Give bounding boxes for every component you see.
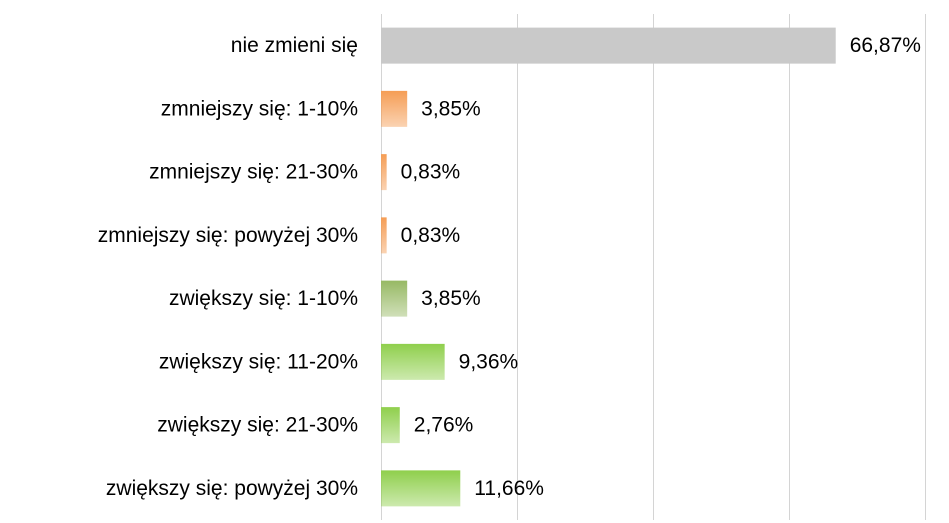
value-label: 9,36%	[459, 350, 519, 373]
category-label: zwiększy się: 1-10%	[169, 287, 358, 310]
value-label: 11,66%	[474, 477, 544, 500]
category-label: zwiększy się: 21-30%	[157, 414, 358, 437]
bar	[381, 343, 445, 380]
bar	[381, 154, 387, 191]
category-label: zmniejszy się: 1-10%	[161, 97, 358, 120]
bar	[381, 407, 400, 444]
category-label: zwiększy się: powyżej 30%	[106, 477, 358, 500]
value-label: 66,87%	[850, 34, 921, 57]
value-label: 0,83%	[401, 161, 461, 184]
value-label: 0,83%	[401, 224, 461, 247]
value-label: 3,85%	[421, 287, 481, 310]
bar	[381, 27, 836, 64]
value-label: 3,85%	[421, 97, 481, 120]
value-label: 2,76%	[414, 414, 474, 437]
bar	[381, 217, 387, 254]
category-label: zmniejszy się: powyżej 30%	[98, 224, 358, 247]
category-label: nie zmieni się	[231, 34, 358, 57]
bar	[381, 90, 408, 127]
category-label: zwiększy się: 11-20%	[159, 350, 358, 373]
bar	[381, 470, 461, 507]
bar	[381, 280, 408, 317]
category-label: zmniejszy się: 21-30%	[149, 161, 358, 184]
